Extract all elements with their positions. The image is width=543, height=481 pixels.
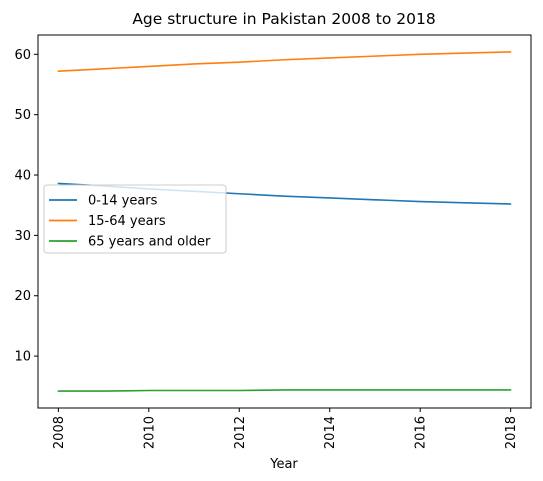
legend-label: 65 years and older <box>88 235 211 250</box>
y-tick-label: 40 <box>14 169 31 184</box>
y-tick-label: 30 <box>14 229 31 244</box>
series-line-3 <box>57 389 512 392</box>
legend-label: 0-14 years <box>88 194 158 209</box>
x-axis-label: Year <box>269 457 298 472</box>
legend: 0-14 years 15-64 years 65 years and older <box>43 184 227 254</box>
legend-box <box>43 184 227 254</box>
x-tick-label: 2010 <box>142 416 157 449</box>
x-tick-label: 2014 <box>323 416 338 449</box>
y-axis-ticks: 10 20 30 40 50 60 <box>14 48 38 365</box>
x-tick-label: 2016 <box>414 416 429 449</box>
x-tick-label: 2008 <box>52 416 67 449</box>
x-axis-ticks: 2008 2010 2012 2014 2016 2018 <box>52 408 519 449</box>
plot-frame <box>37 34 532 409</box>
legend-label: 15-64 years <box>88 214 166 229</box>
y-tick-label: 60 <box>14 48 31 63</box>
series-line-2 <box>57 51 512 73</box>
x-tick-label: 2018 <box>504 416 519 449</box>
chart-title: Age structure in Pakistan 2008 to 2018 <box>132 10 435 28</box>
x-tick-label: 2012 <box>233 416 248 449</box>
y-tick-label: 50 <box>14 108 31 123</box>
y-tick-label: 20 <box>14 289 31 304</box>
y-tick-label: 10 <box>14 350 31 365</box>
